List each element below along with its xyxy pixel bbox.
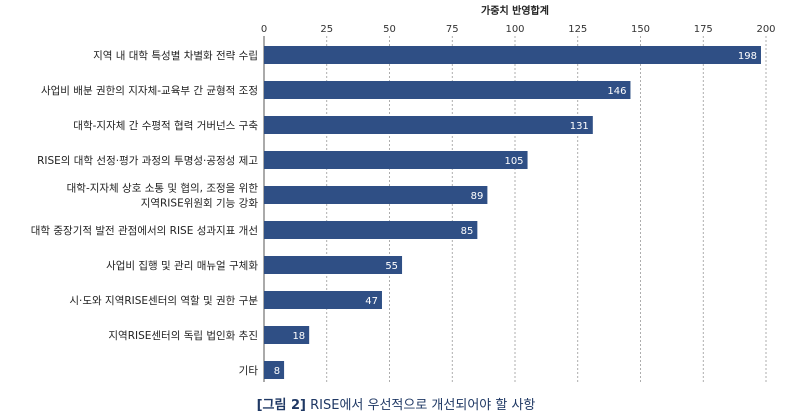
x-tick-label: 200 [756, 24, 775, 35]
category-label: 사업비 집행 및 관리 매뉴얼 구체화 [106, 259, 258, 272]
x-axis-title: 가중치 반영합계 [481, 4, 549, 17]
bar [264, 81, 631, 99]
bar [264, 291, 382, 309]
bar [264, 221, 478, 239]
data-label: 146 [607, 86, 626, 97]
category-label: 시·도와 지역RISE센터의 역할 및 권한 구분 [69, 295, 258, 307]
category-label: RISE의 대학 선정·평가 과정의 투명성·공정성 제고 [37, 155, 258, 167]
x-tick-label: 50 [383, 24, 396, 35]
x-tick-label: 0 [261, 24, 267, 35]
category-label: 기타 [239, 365, 259, 377]
data-label: 131 [570, 121, 589, 132]
data-label: 198 [738, 51, 757, 62]
bar-chart: 가중치 반영합계 0 25 50 75 100 125 150 175 200 198 146 13… [31, 4, 776, 382]
value-labels: 198 146 131 105 89 85 55 47 18 8 [274, 51, 757, 377]
x-tick-label: 175 [694, 24, 713, 35]
figure-label: [그림 2] [256, 398, 306, 413]
x-tick-label: 125 [568, 24, 587, 35]
bar [264, 46, 761, 64]
data-label: 8 [274, 366, 280, 377]
bar [264, 326, 310, 344]
data-label: 89 [471, 191, 484, 202]
bar [264, 116, 593, 134]
data-label: 85 [461, 226, 474, 237]
x-tick-label: 75 [446, 24, 459, 35]
bar [264, 186, 488, 204]
bar [264, 151, 528, 169]
x-tick-label: 25 [320, 24, 333, 35]
bars [264, 46, 761, 379]
category-label: 대학-지자체 상호 소통 및 협의, 조정을 위한 [67, 182, 259, 195]
x-tick-label: 150 [631, 24, 650, 35]
category-label: 사업비 배분 권한의 지자체-교육부 간 균형적 조정 [41, 84, 258, 97]
data-label: 55 [385, 261, 398, 272]
category-label: 대학-지자체 간 수평적 협력 거버넌스 구축 [73, 119, 258, 132]
category-label: 지역RISE센터의 독립 법인화 추진 [108, 329, 258, 342]
data-label: 105 [504, 156, 523, 167]
category-label: 대학 중장기적 발전 관점에서의 RISE 성과지표 개선 [31, 225, 258, 237]
bar [264, 256, 403, 274]
caption-text: RISE에서 우선적으로 개선되어야 할 사항 [305, 398, 536, 413]
data-label: 47 [365, 296, 378, 307]
category-label: 지역RISE위원회 기능 강화 [141, 197, 259, 210]
x-tick-labels: 0 25 50 75 100 125 150 175 200 [261, 24, 776, 35]
category-label: 지역 내 대학 특성별 차별화 전략 수립 [93, 49, 258, 62]
data-label: 18 [292, 331, 305, 342]
x-tick-label: 100 [505, 24, 524, 35]
figure-caption: [그림 2] RISE에서 우선적으로 개선되어야 할 사항 [0, 394, 792, 413]
bar [264, 361, 285, 379]
